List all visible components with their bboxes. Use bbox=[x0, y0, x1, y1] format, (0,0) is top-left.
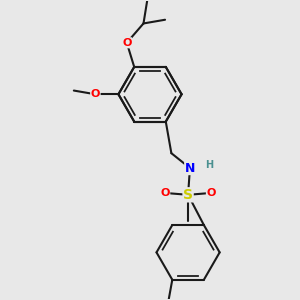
Text: O: O bbox=[122, 38, 131, 48]
Text: O: O bbox=[206, 188, 216, 198]
Text: N: N bbox=[185, 162, 195, 175]
Text: S: S bbox=[183, 188, 193, 202]
Text: O: O bbox=[91, 89, 100, 99]
Text: H: H bbox=[205, 160, 213, 170]
Text: O: O bbox=[160, 188, 170, 198]
